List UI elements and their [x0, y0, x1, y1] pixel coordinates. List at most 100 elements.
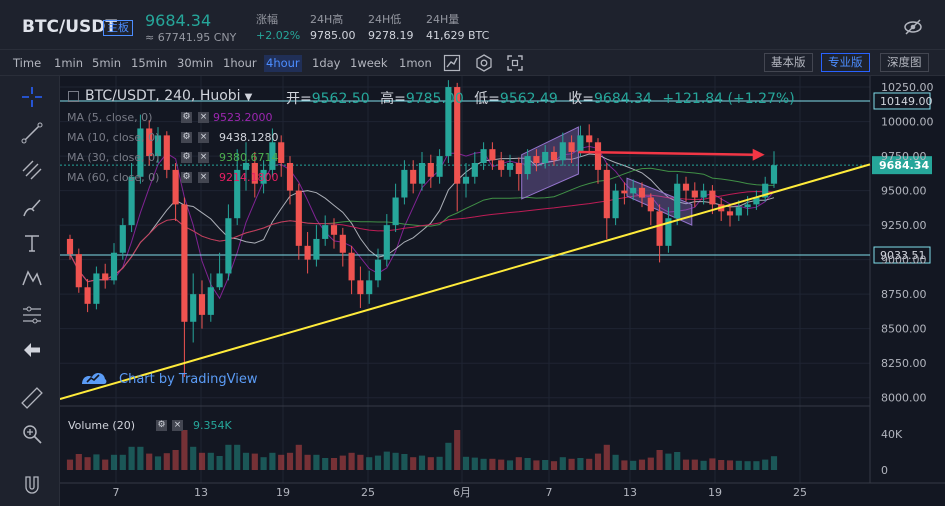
candle-body: [348, 252, 355, 281]
mode-basic-button[interactable]: 基本版: [764, 53, 813, 72]
ma60-close-icon[interactable]: ×: [198, 172, 209, 183]
chart-type-icon[interactable]: [442, 53, 462, 73]
pair-name[interactable]: BTC/USDT: [22, 17, 117, 37]
mode-pro-button[interactable]: 专业版: [821, 53, 870, 72]
ma10-settings-icon[interactable]: ⚙: [181, 132, 192, 143]
price-chart[interactable]: 10149.00 9033.51 9684.34 8000.00 8250.00 85…: [60, 76, 945, 506]
ma10-close-icon[interactable]: ×: [198, 132, 209, 143]
candle-body: [137, 128, 144, 177]
target-arrow-head: [752, 148, 765, 161]
tradingview-watermark[interactable]: Chart by TradingView: [119, 372, 258, 387]
candle-body: [163, 135, 170, 170]
volume-close-icon[interactable]: ×: [172, 420, 183, 431]
tf-1min[interactable]: 1min: [54, 56, 84, 70]
candlestick-series: [66, 80, 778, 378]
candle-body: [102, 273, 109, 281]
ma30-close-icon[interactable]: ×: [198, 152, 209, 163]
trend-line-icon[interactable]: [20, 121, 44, 145]
ma30-settings-icon[interactable]: ⚙: [181, 152, 192, 163]
candle-body: [638, 187, 646, 198]
ma5-close-icon[interactable]: ×: [198, 112, 209, 123]
volume-bar: [656, 450, 663, 470]
volume-bar: [304, 454, 311, 470]
volume-settings-icon[interactable]: ⚙: [156, 420, 167, 431]
time-axis: 7 13 19 25 6月 7 13 19 25: [113, 486, 808, 499]
symbol-legend[interactable]: BTC/USDT, 240, Huobi ▼: [68, 88, 252, 104]
candle-body: [128, 176, 135, 226]
low-label: 低=: [474, 91, 500, 107]
volume-bar: [603, 444, 610, 470]
volume-bar: [718, 460, 725, 470]
stat-volume: 24H量 41,629 BTC: [426, 11, 489, 42]
volume-bar: [682, 459, 690, 470]
tf-5min[interactable]: 5min: [92, 56, 122, 70]
ma60-settings-icon[interactable]: ⚙: [181, 172, 192, 183]
volume-bar: [286, 452, 294, 470]
tf-1hour[interactable]: 1hour: [223, 56, 257, 70]
settings-icon[interactable]: [474, 53, 494, 73]
candle-body: [339, 234, 346, 253]
ma5-label[interactable]: MA (5, close, 0): [67, 111, 153, 124]
ruler-icon[interactable]: [20, 386, 44, 410]
prediction-tool-icon[interactable]: [20, 303, 44, 327]
candle-body: [269, 142, 276, 170]
x-tick-label: 25: [361, 486, 375, 499]
crosshair-icon[interactable]: [20, 85, 44, 109]
tf-15min[interactable]: 15min: [131, 56, 168, 70]
volume-bar: [401, 454, 408, 470]
candle-body: [374, 259, 382, 281]
tf-time[interactable]: Time: [13, 56, 42, 70]
tf-30min[interactable]: 30min: [177, 56, 214, 70]
eye-off-icon[interactable]: [903, 17, 923, 37]
candle-body: [216, 273, 223, 288]
volume-bar: [445, 442, 452, 470]
ma5-settings-icon[interactable]: ⚙: [181, 112, 192, 123]
candle-body: [198, 294, 206, 315]
open-label: 开=: [286, 91, 312, 107]
volume-bar: [524, 458, 531, 470]
tf-1mon[interactable]: 1mon: [399, 56, 432, 70]
volume-bar: [647, 457, 654, 470]
y-tick-label: 9500.00: [881, 185, 927, 198]
brush-icon[interactable]: [20, 196, 44, 220]
y-tick-label: 8750.00: [881, 288, 927, 301]
ma10-label[interactable]: MA (10, close, 0): [67, 131, 160, 144]
volume-bar: [102, 459, 109, 470]
magnet-icon[interactable]: [20, 474, 44, 498]
volume-bar: [753, 461, 760, 470]
stat-change-label: 涨幅: [256, 13, 278, 26]
y-tick-label: 8250.00: [881, 357, 927, 370]
tf-4hour[interactable]: 4hour: [264, 55, 302, 72]
candle-body: [286, 162, 294, 191]
y-tick-label: 9750.00: [881, 150, 927, 163]
hline-label: 10149.00: [880, 95, 933, 108]
high-value: 9785.00: [405, 91, 464, 107]
volume-bar: [735, 460, 742, 470]
zoom-in-icon[interactable]: [20, 422, 44, 446]
volume-bar: [357, 454, 364, 470]
collapse-icon[interactable]: [68, 90, 79, 102]
pattern-tool-icon[interactable]: [20, 266, 44, 290]
fullscreen-icon[interactable]: [505, 53, 525, 73]
tf-1week[interactable]: 1week: [350, 56, 388, 70]
volume-bar: [498, 459, 505, 470]
volume-bar: [471, 457, 478, 470]
ma30-label[interactable]: MA (30, close, 0): [67, 151, 160, 164]
ma10-value: 9438.1280: [219, 131, 279, 144]
tradingview-logo-icon: [82, 373, 107, 384]
fib-tool-icon[interactable]: [20, 158, 44, 182]
ma60-label[interactable]: MA (60, close, 0): [67, 171, 160, 184]
volume-bar: [172, 450, 179, 470]
candle-body: [84, 287, 91, 304]
candle-body: [762, 183, 769, 198]
stat-high-value: 9785.00: [310, 29, 356, 42]
tf-1day[interactable]: 1day: [312, 56, 341, 70]
volume-bar: [418, 455, 426, 470]
text-tool-icon[interactable]: [20, 231, 44, 255]
mode-depth-button[interactable]: 深度图: [880, 53, 929, 72]
horizontal-lines: 10149.00 9033.51: [60, 92, 933, 264]
chevron-down-icon[interactable]: ▼: [244, 92, 253, 103]
x-tick-label: 25: [793, 486, 807, 499]
arrow-back-icon[interactable]: [20, 338, 44, 362]
volume-label[interactable]: Volume (20): [68, 419, 135, 432]
